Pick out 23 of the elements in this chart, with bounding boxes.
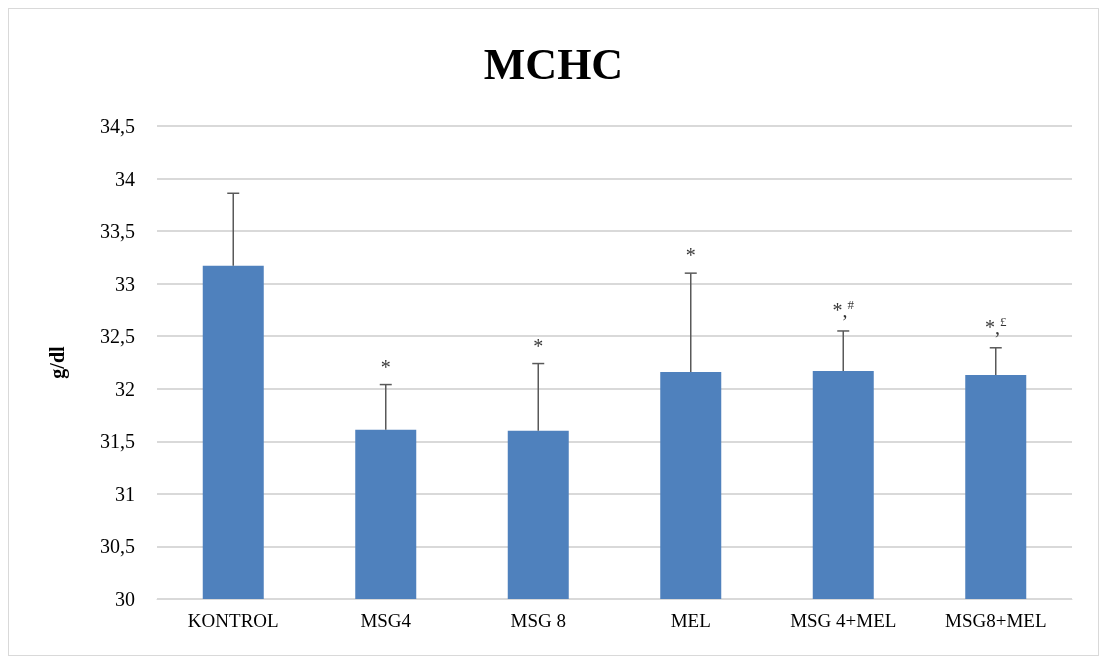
annotation: *,£ [985,313,1007,339]
y-tick-label: 34,5 [100,115,135,137]
y-tick-label: 31,5 [100,430,135,453]
x-tick-label: MEL [670,610,711,631]
y-tick-label: 32 [115,377,135,400]
y-tick-label: 30,5 [100,535,135,558]
y-tick-label: 33 [115,272,135,295]
x-tick-label: MSG 4+MEL [790,610,897,631]
x-tick-label: MSG4 [360,610,412,631]
y-tick-label: 34 [115,167,135,190]
annotation: * [685,244,696,267]
x-tick-label: MSG8+MEL [944,610,1047,631]
y-tick-label: 32,5 [100,325,135,348]
y-tick-label: 30 [115,588,135,610]
y-tick-label: 33,5 [100,220,135,243]
chart-title: MCHC [483,39,624,89]
annotation: * [380,355,391,378]
y-tick-label: 31 [115,482,135,505]
annotation: * [533,334,544,357]
x-tick-label: KONTROL [187,610,279,631]
x-tick-label: MSG 8 [510,610,566,631]
y-axis-title: g/dl [46,345,69,379]
annotation: *,# [832,296,855,322]
